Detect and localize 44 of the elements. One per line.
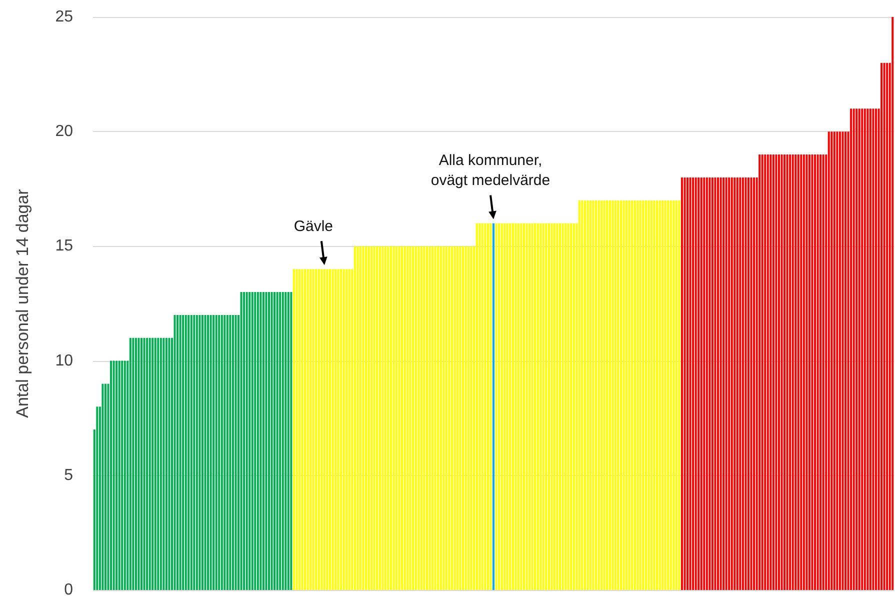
bar xyxy=(382,246,384,590)
bar xyxy=(739,177,742,590)
bar xyxy=(842,132,844,590)
y-tick-label: 25 xyxy=(55,8,74,26)
bar xyxy=(143,338,146,590)
bar xyxy=(373,246,376,590)
y-tick-label: 0 xyxy=(64,582,74,598)
bar xyxy=(160,338,162,590)
bar xyxy=(492,223,494,590)
bar xyxy=(168,338,170,590)
bar xyxy=(398,246,400,590)
bar xyxy=(722,177,725,590)
bar xyxy=(509,223,512,590)
bar xyxy=(484,223,486,590)
bar xyxy=(279,292,282,590)
y-axis-title: Antal personal under 14 dagar xyxy=(13,188,32,418)
bar xyxy=(270,292,273,590)
bar xyxy=(500,223,503,590)
bar xyxy=(833,132,836,590)
annotation: Alla kommuner, ovägt medelvärde xyxy=(430,151,550,192)
y-tick-label: 10 xyxy=(55,352,74,370)
y-tick-label: 5 xyxy=(64,466,74,484)
bar xyxy=(850,108,852,590)
bar xyxy=(628,200,630,590)
bar xyxy=(603,200,606,590)
bar xyxy=(134,338,137,590)
bar xyxy=(365,246,368,590)
bar xyxy=(152,338,154,590)
y-tick-label: 15 xyxy=(55,238,74,255)
bar xyxy=(858,108,860,590)
y-tick-label: 20 xyxy=(55,123,74,140)
annotation: Gävle xyxy=(294,217,334,238)
bar xyxy=(390,246,392,590)
bar xyxy=(620,200,622,590)
bar xyxy=(612,200,614,590)
bar xyxy=(287,292,290,590)
bar xyxy=(517,223,520,590)
bar xyxy=(714,177,716,590)
bar xyxy=(262,292,264,590)
bar xyxy=(595,200,598,590)
bar xyxy=(254,292,256,590)
bar xyxy=(730,177,733,590)
bar xyxy=(706,177,708,590)
bar xyxy=(586,200,589,590)
